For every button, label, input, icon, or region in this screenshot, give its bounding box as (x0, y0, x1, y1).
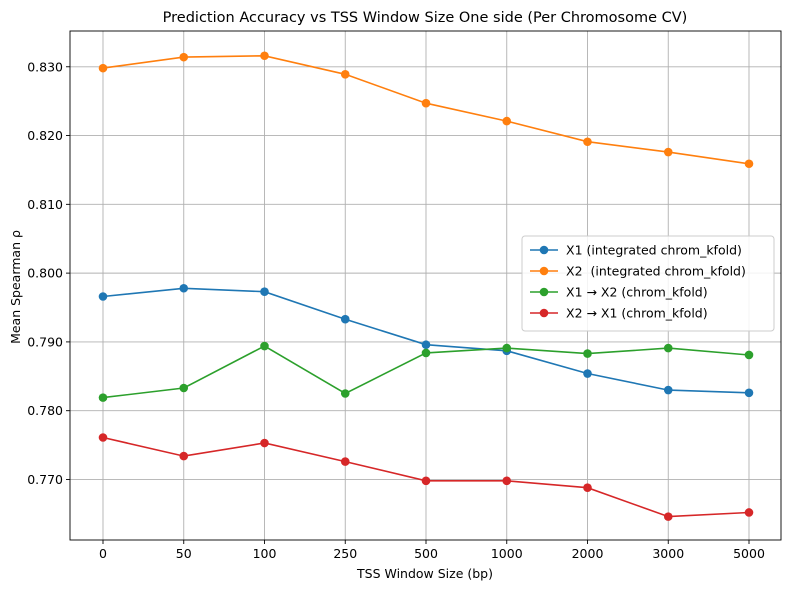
data-point (502, 476, 512, 486)
data-point (421, 98, 431, 108)
data-point (98, 433, 108, 442)
legend-label: X1 (integrated chrom_kfold) (566, 243, 742, 258)
data-point (583, 349, 592, 358)
legend-item: X2 → X1 (chrom_kfold) (530, 306, 708, 321)
y-tick-label: 0.790 (27, 334, 63, 349)
data-point (583, 483, 592, 493)
data-point (98, 63, 108, 73)
data-point (583, 369, 592, 378)
legend-box (521, 235, 775, 332)
y-tick-label: 0.780 (27, 403, 63, 418)
plot-frame (69, 30, 782, 541)
data-point (179, 52, 189, 62)
data-point (340, 389, 350, 398)
series-4 (98, 433, 754, 521)
data-point (98, 292, 108, 301)
x-axis-label: TSS Window Size (bp) (356, 566, 493, 581)
x-tick-label: 100 (253, 546, 277, 561)
data-point (260, 287, 269, 296)
legend-marker (539, 287, 549, 297)
data-point (744, 350, 754, 360)
x-tick-label: 2000 (572, 546, 604, 561)
data-point (663, 343, 673, 353)
y-tick-label: 0.800 (27, 266, 63, 281)
data-point (260, 438, 269, 448)
data-point (744, 388, 754, 398)
data-point (421, 340, 431, 349)
data-point (663, 512, 673, 521)
legend-item: X1 (integrated chrom_kfold) (530, 243, 742, 258)
x-tick-label: 250 (333, 546, 357, 561)
axis-ticks: 0 50 100 250 500 1000 2000 3000 5000 0.770 0.780 0.… (27, 59, 765, 561)
data-point (502, 116, 512, 126)
series-3 (98, 341, 754, 402)
legend: X1 (integrated chrom_kfold) X2 (integrate… (521, 235, 775, 332)
data-point (583, 137, 592, 147)
x-tick-label: 0 (99, 546, 107, 561)
data-point (663, 147, 673, 157)
x-tick-label: 3000 (652, 546, 684, 561)
data-point (744, 508, 754, 517)
data-point (340, 314, 350, 324)
legend-marker (539, 245, 549, 255)
y-tick-label: 0.820 (27, 128, 63, 143)
legend-item: X1 → X2 (chrom_kfold) (530, 285, 708, 300)
data-point (179, 283, 189, 293)
legend-item: X2 (integrated chrom_kfold) (530, 264, 746, 279)
x-tick-label: 1000 (491, 546, 523, 561)
data-point (179, 451, 189, 461)
data-point (179, 383, 189, 393)
series-2 (98, 51, 754, 169)
data-point (663, 385, 673, 395)
data-point (421, 476, 431, 486)
data-point (260, 51, 269, 61)
y-tick-label: 0.770 (27, 472, 63, 487)
legend-label: X2 (integrated chrom_kfold) (566, 264, 746, 279)
y-axis-label: Mean Spearman ρ (8, 230, 23, 344)
y-tick-label: 0.830 (27, 59, 63, 74)
x-tick-label: 5000 (733, 546, 765, 561)
data-point (98, 393, 108, 402)
legend-marker (539, 266, 549, 276)
plot-series (98, 51, 754, 521)
x-tick-label: 500 (414, 546, 438, 561)
data-point (502, 343, 512, 353)
data-point (340, 70, 350, 79)
data-point (340, 457, 350, 466)
chart-title: Prediction Accuracy vs TSS Window Size O… (163, 10, 688, 26)
data-point (260, 341, 269, 351)
y-tick-label: 0.810 (27, 197, 63, 212)
legend-label: X2 → X1 (chrom_kfold) (566, 306, 708, 321)
legend-marker (539, 308, 549, 318)
data-point (421, 348, 431, 358)
legend-label: X1 → X2 (chrom_kfold) (566, 285, 708, 300)
data-point (744, 159, 754, 169)
x-tick-label: 50 (176, 546, 192, 561)
